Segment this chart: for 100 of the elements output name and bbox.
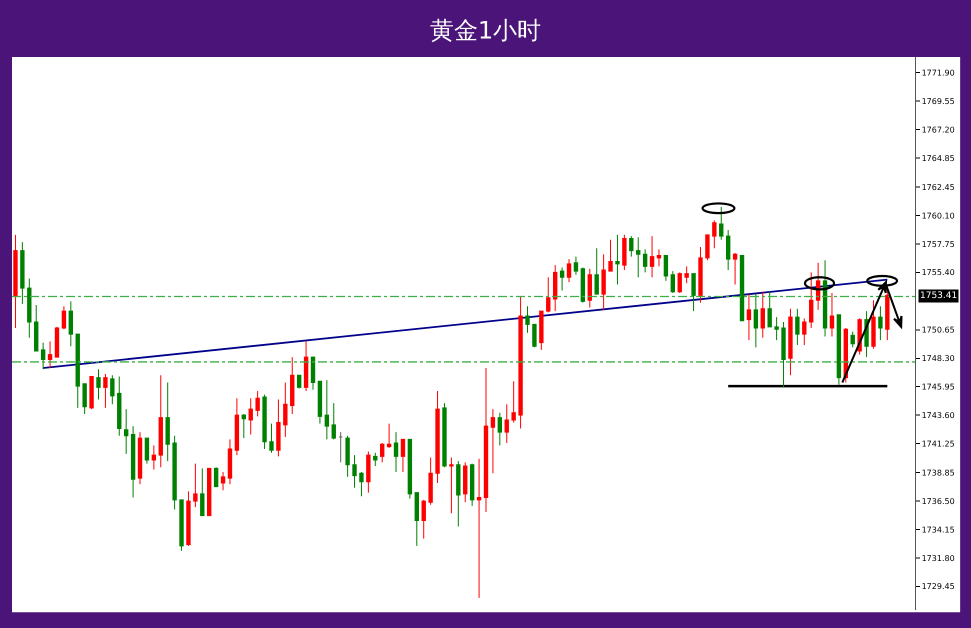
candlestick [172,435,177,510]
y-tick-label: 1771.90 [922,68,955,78]
y-tick-label: 1755.40 [922,268,955,278]
candlestick [89,376,94,410]
candlestick [774,316,779,341]
candlestick [276,398,281,457]
candlestick [48,340,52,368]
candlestick [830,292,834,338]
candlestick [552,264,558,312]
y-tick-label: 1748.30 [922,354,955,364]
candlestick [96,368,101,400]
candlestick [781,322,786,388]
y-tick-label: 1729.45 [922,582,955,592]
y-tick-label: 1734.15 [922,525,955,534]
candlestick [746,294,752,341]
y-tick-label: 1750.65 [922,326,955,335]
y-tick-label: 1757.75 [922,240,955,249]
candlestick [332,402,336,440]
candlestick [740,254,744,322]
candlestick [476,458,482,598]
candlestick [809,272,814,329]
candlestick [822,260,828,338]
candlestick [373,452,378,466]
candlestick [400,438,406,473]
candlestick [214,466,218,488]
candlestick [207,468,212,516]
candlestick [380,442,384,463]
candlestick [622,234,627,270]
candlestick [470,463,474,506]
candlestick [408,438,412,500]
candlestick [574,256,578,276]
candlestick [27,278,32,338]
candlestick [684,266,689,284]
y-tick-label: 1745.95 [922,382,955,392]
candlestick [179,499,184,552]
candlestick [456,460,461,528]
candlestick [82,383,87,414]
y-tick-label: 1741.25 [922,439,955,448]
candlestick [546,276,550,313]
y-tick-label: 1762.45 [922,182,955,192]
candlestick [386,423,392,448]
candlestick [594,248,599,295]
candlestick [636,236,640,278]
candlestick [117,376,122,436]
candlestick [54,326,60,358]
candlestick [670,270,676,294]
candlestick [566,258,572,283]
candlestick [352,454,357,488]
candlestick [588,268,592,308]
candlestick [68,300,74,347]
y-tick-label: 1731.80 [922,554,955,563]
candlestick [290,356,294,414]
candlestick [698,246,703,304]
candlestick [754,294,758,348]
candlestick [836,314,842,386]
candlestick [62,306,66,330]
candlestick [318,380,322,424]
candlestick [103,374,108,408]
candlestick [220,472,226,491]
candlestick [13,234,18,329]
candlestick [871,300,876,350]
candlestick [525,306,530,334]
candlestick [449,457,454,514]
candlestick [165,382,170,462]
candlestick [656,248,662,267]
candlestick [186,490,191,546]
chart-title: 黄金1小时 [430,16,542,44]
candlestick [795,308,800,346]
candlestick [802,318,806,346]
candlestick [442,402,447,468]
candlestick [435,390,440,484]
candlestick [138,432,142,485]
candlestick [338,432,343,463]
candlestick [158,374,163,468]
candlestick [504,404,509,444]
candlestick [242,413,246,439]
candlestick [642,248,648,273]
candlestick [760,291,765,338]
candlestick [615,234,620,285]
candlestick [608,239,613,272]
candlestick [130,426,136,498]
candlestick [366,450,371,494]
y-tick-label: 1736.50 [922,496,955,506]
candlestick [414,492,419,546]
candlestick [304,340,308,392]
candlestick [650,236,654,278]
candlestick [484,367,488,512]
candlestick [850,331,855,348]
candlestick [712,220,717,249]
candlestick [324,380,330,440]
candlestick [152,444,156,470]
candlestick [788,308,793,376]
candlestick [422,499,426,540]
candlestick [193,463,198,508]
candlestick [726,230,730,270]
candlestick [228,438,232,485]
candlestick [428,457,433,506]
candlestick [255,390,260,417]
candlestick [463,462,468,503]
candlestick [310,356,316,390]
